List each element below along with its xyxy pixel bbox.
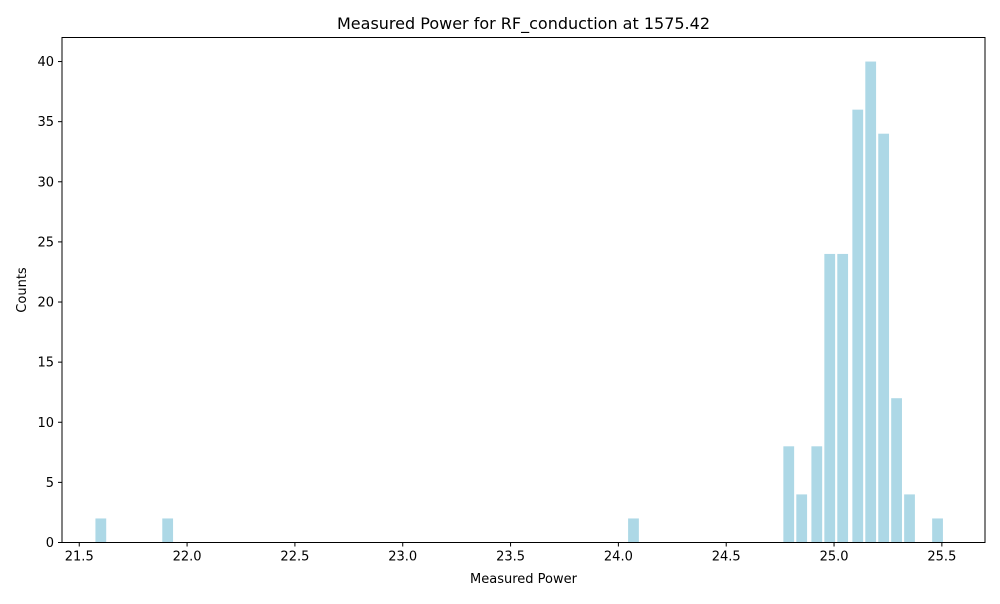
y-axis-label: Counts <box>15 267 30 313</box>
y-tick-label: 5 <box>46 476 54 491</box>
y-tick-label: 15 <box>37 356 54 371</box>
y-tick-label: 25 <box>37 235 54 250</box>
histogram-bar <box>904 494 915 543</box>
x-tick-label: 22.5 <box>280 550 309 565</box>
histogram-bar <box>837 253 849 543</box>
histogram-bar <box>865 61 877 543</box>
x-tick-label: 25.5 <box>927 550 956 565</box>
histogram-bar <box>796 494 808 543</box>
y-tick-label: 40 <box>37 55 54 70</box>
x-tick-label: 23.0 <box>388 550 417 565</box>
histogram-bar <box>852 109 864 543</box>
y-tick-label: 20 <box>37 296 54 311</box>
histogram-bar <box>824 253 836 543</box>
x-tick-label: 24.0 <box>604 550 633 565</box>
x-tick-label: 25.0 <box>820 550 849 565</box>
histogram-bar <box>811 446 823 543</box>
histogram-bar <box>891 398 902 543</box>
histogram-bar <box>95 518 107 543</box>
chart-title: Measured Power for RF_conduction at 1575… <box>337 14 710 34</box>
histogram-bar <box>783 446 795 543</box>
histogram-bar <box>932 518 943 543</box>
x-tick-label: 23.5 <box>496 550 525 565</box>
y-tick-label: 30 <box>37 175 54 190</box>
plot-frame <box>61 37 986 543</box>
histogram-bar <box>162 518 174 543</box>
y-tick-label: 10 <box>37 416 54 431</box>
histogram-bar <box>878 133 890 543</box>
x-axis-label: Measured Power <box>470 572 578 587</box>
histogram-bar <box>628 518 639 543</box>
y-tick-label: 0 <box>46 536 54 551</box>
x-tick-label: 21.5 <box>65 550 94 565</box>
y-tick-label: 35 <box>37 115 54 130</box>
x-tick-label: 22.0 <box>173 550 202 565</box>
x-tick-label: 24.5 <box>712 550 741 565</box>
